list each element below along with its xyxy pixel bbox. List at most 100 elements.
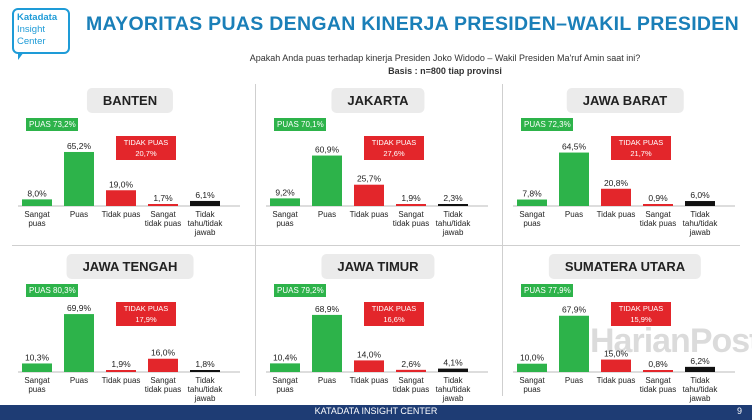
category-label: jawab (442, 228, 464, 237)
bar (601, 359, 631, 372)
puas-total-badge: PUAS 80,3% (26, 284, 78, 297)
category-label: Tidak puas (597, 210, 636, 219)
category-label: tahu/tidak (436, 219, 472, 228)
category-label: Puas (318, 210, 336, 219)
category-label: tahu/tidak (188, 219, 224, 228)
bar (643, 370, 673, 372)
category-label: jawab (442, 394, 464, 403)
province-panel: JAWA BARAT 7,8% Sangat puas 64,5% Puas 20,8% Ti… (509, 88, 741, 248)
bar-value-label: 65,2% (67, 141, 92, 151)
bar-value-label: 16,0% (151, 348, 176, 358)
puas-total-badge: PUAS 73,2% (26, 118, 78, 131)
bar-value-label: 0,8% (648, 359, 668, 369)
category-label: Sangat (24, 210, 50, 219)
category-label: puas (523, 219, 540, 228)
category-label: Tidak puas (350, 210, 389, 219)
bar-value-label: 1,9% (111, 359, 131, 369)
bar-value-label: 69,9% (67, 303, 92, 313)
tidak-puas-total-badge: TIDAK PUAS 17,9% (116, 302, 176, 326)
bar-value-label: 8,0% (27, 188, 47, 198)
bar-value-label: 19,0% (109, 179, 134, 189)
bar (270, 198, 300, 206)
tidak-puas-badge-line: TIDAK PUAS (618, 304, 664, 313)
bar (601, 188, 631, 206)
bar-value-label: 68,9% (315, 304, 340, 314)
bar (685, 201, 715, 206)
category-label: tahu/tidak (188, 385, 224, 394)
category-label: Sangat (398, 210, 424, 219)
bar (106, 370, 136, 372)
category-label: Tidak puas (597, 376, 636, 385)
bar (438, 204, 468, 206)
logo-speech-bubble-icon (12, 8, 70, 54)
bar-value-label: 4,1% (443, 358, 463, 368)
category-label: Tidak (195, 376, 215, 385)
tidak-puas-badge-line: 15,9% (630, 315, 652, 324)
bar-value-label: 1,8% (195, 359, 215, 369)
tidak-puas-badge-line: 21,7% (630, 149, 652, 158)
bar-value-label: 1,9% (401, 193, 421, 203)
bar-value-label: 10,0% (520, 353, 545, 363)
katadata-logo: Katadata Insight Center (12, 8, 74, 60)
watermark: HarianPost (590, 322, 752, 360)
logo-line-2: Insight (17, 24, 45, 35)
tidak-puas-badge-line: 27,6% (383, 149, 405, 158)
category-label: tidak puas (393, 385, 429, 394)
category-label: Sangat (519, 210, 545, 219)
tidak-puas-badge-line: TIDAK PUAS (123, 304, 169, 313)
category-label: puas (28, 385, 45, 394)
category-label: tidak puas (145, 219, 181, 228)
province-title: BANTEN (86, 88, 174, 113)
bar-value-label: 10,3% (25, 352, 50, 362)
logo-line-3: Center (17, 36, 46, 47)
bar (438, 368, 468, 372)
category-label: Tidak puas (102, 376, 141, 385)
category-label: jawab (689, 394, 711, 403)
bar-value-label: 2,3% (443, 193, 463, 203)
tidak-puas-badge-line: 17,9% (135, 315, 157, 324)
tidak-puas-total-badge: TIDAK PUAS 16,6% (364, 302, 424, 326)
category-label: tahu/tidak (436, 385, 472, 394)
bar (270, 363, 300, 372)
bar (559, 152, 589, 206)
puas-total-badge: PUAS 77,9% (521, 284, 573, 297)
category-label: Sangat (150, 210, 176, 219)
category-label: Sangat (519, 376, 545, 385)
bar (517, 199, 547, 206)
bar (312, 314, 342, 372)
tidak-puas-badge-line: TIDAK PUAS (123, 138, 169, 147)
province-panel: JAWA TENGAH 10,3% Sangat puas 69,9% Puas 1,9% T… (14, 254, 246, 414)
tidak-puas-badge-line: 20,7% (135, 149, 157, 158)
bar-value-label: 6,0% (690, 190, 710, 200)
bar (354, 360, 384, 372)
bar-value-label: 7,8% (522, 189, 542, 199)
category-label: Puas (565, 210, 583, 219)
bar-value-label: 60,9% (315, 145, 340, 155)
bar-value-label: 2,6% (401, 359, 421, 369)
bar-value-label: 14,0% (357, 349, 382, 359)
category-label: puas (523, 385, 540, 394)
bar (148, 204, 178, 206)
province-panel: BANTEN 8,0% Sangat puas 65,2% Puas 19,0% Tidak … (14, 88, 246, 248)
category-label: Puas (70, 376, 88, 385)
footer-text: KATADATA INSIGHT CENTER (314, 406, 438, 416)
page-title: MAYORITAS PUAS DENGAN KINERJA PRESIDEN–W… (86, 13, 740, 35)
bar (396, 369, 426, 372)
bar (685, 366, 715, 372)
bar (559, 315, 589, 372)
logo-text: Katadata Insight Center (17, 12, 57, 48)
tidak-puas-total-badge: TIDAK PUAS 21,7% (611, 136, 671, 160)
logo-line-1: Katadata (17, 12, 58, 23)
province-title: JAWA BARAT (566, 88, 684, 113)
category-label: puas (28, 219, 45, 228)
category-label: Sangat (645, 376, 671, 385)
page-number: 9 (736, 406, 742, 416)
bar (190, 200, 220, 206)
bar-value-label: 20,8% (604, 178, 629, 188)
bar-value-label: 15,0% (604, 349, 629, 359)
bar (106, 190, 136, 206)
survey-basis: Basis : n=800 tiap provinsi (388, 66, 502, 76)
row-divider (12, 245, 740, 246)
